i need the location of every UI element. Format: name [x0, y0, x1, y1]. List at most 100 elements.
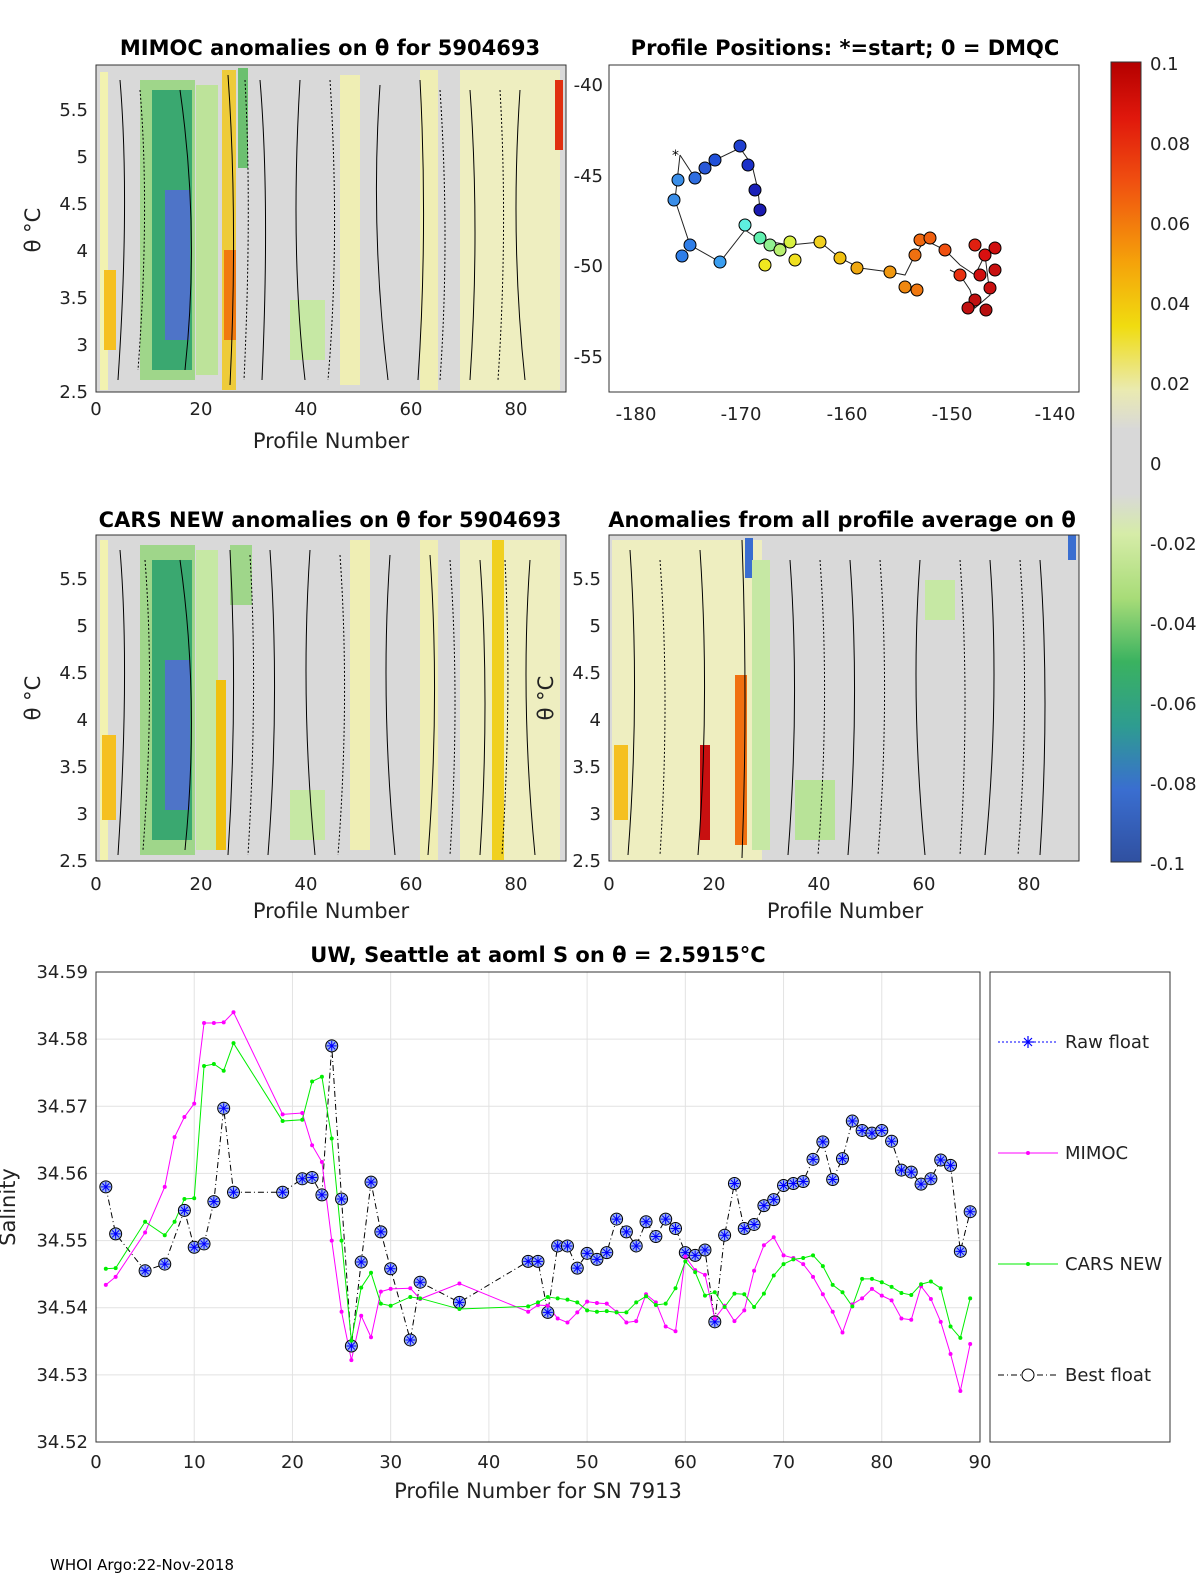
best-float-point: [99, 1180, 113, 1194]
mimoc-xtick: 40: [295, 399, 318, 420]
best-float-point: [698, 1243, 712, 1257]
mimoc-point: [388, 1286, 393, 1291]
allavg-ytick: 2.5: [572, 851, 601, 872]
cars-point: [329, 1136, 334, 1141]
cars-point: [722, 1305, 727, 1310]
salinity-plot-area: [96, 972, 980, 1442]
legend-cars-label: CARS NEW: [1065, 1254, 1162, 1275]
cars-point: [545, 1294, 550, 1299]
cars-xtick: 80: [505, 874, 528, 895]
cars-point: [958, 1335, 963, 1340]
mimoc-point: [604, 1301, 609, 1306]
mimoc-ytick: 5.5: [59, 100, 88, 121]
cars-ytick: 2.5: [59, 851, 88, 872]
cars-ytick: 5.5: [59, 569, 88, 590]
positions-xtick: -170: [721, 404, 762, 425]
mimoc-point: [300, 1111, 305, 1115]
mimoc-point: [869, 1286, 874, 1291]
best-float-point: [403, 1333, 417, 1347]
best-float-point: [413, 1275, 427, 1289]
mimoc-point: [545, 1303, 550, 1308]
best-float-point: [570, 1261, 584, 1275]
best-float-point: [767, 1193, 781, 1207]
best-float-point: [325, 1039, 339, 1053]
best-float-point: [659, 1212, 673, 1226]
mimoc-point: [732, 1319, 737, 1324]
cars-xlabel: Profile Number: [253, 899, 410, 923]
mimoc-point: [221, 1020, 226, 1025]
salinity-legend: Raw float MIMOC CARS NEW Best float: [989, 971, 1171, 1443]
mimoc-point: [663, 1324, 668, 1329]
mimoc-point: [958, 1388, 963, 1393]
best-float-point: [885, 1134, 899, 1148]
best-float-point: [777, 1179, 791, 1193]
cars-point: [192, 1196, 197, 1201]
best-float-point: [384, 1262, 398, 1276]
mimoc-point: [830, 1309, 835, 1314]
mimoc-point: [457, 1281, 462, 1286]
cars-point: [840, 1290, 845, 1295]
best-float-point: [315, 1188, 329, 1202]
positions-ytick: -50: [574, 256, 603, 277]
cars-point: [319, 1074, 324, 1079]
cars-point: [614, 1310, 619, 1315]
cars-point: [712, 1290, 717, 1295]
mimoc-point: [968, 1341, 973, 1346]
cars-point: [211, 1061, 216, 1066]
salinity-xtick: 30: [379, 1452, 402, 1473]
best-float-point: [629, 1239, 643, 1253]
cars-point: [339, 1238, 344, 1243]
mimoc-point: [211, 1021, 216, 1026]
mimoc-xtick: 0: [90, 399, 101, 420]
mimoc-point: [938, 1319, 943, 1324]
cars-panel: CARS NEW anomalies on θ for 5904693 0 20…: [21, 508, 567, 923]
best-float-point: [845, 1114, 859, 1128]
mimoc-title: MIMOC anomalies on θ for 5904693: [120, 36, 540, 60]
cars-ytick: 3: [77, 804, 88, 825]
cars-point: [585, 1308, 590, 1313]
mimoc-point: [781, 1253, 786, 1258]
cars-point: [850, 1304, 855, 1309]
cars-point: [752, 1305, 757, 1310]
salinity-ytick: 34.53: [36, 1365, 88, 1386]
mimoc-point: [771, 1235, 776, 1240]
mimoc-point: [231, 1010, 236, 1015]
colorbar-tick: -0.04: [1150, 614, 1197, 635]
cars-point: [526, 1304, 531, 1309]
best-float-point: [835, 1152, 849, 1166]
mimoc-ytick: 3.5: [59, 288, 88, 309]
best-float-point: [531, 1254, 545, 1268]
mimoc-panel: MIMOC anomalies on θ for 5904693 0 20 40: [21, 36, 567, 453]
mimoc-point: [801, 1262, 806, 1267]
best-float-point: [364, 1175, 378, 1189]
salinity-ytick: 34.59: [36, 962, 88, 983]
colorbar-tick: 0.02: [1150, 374, 1190, 395]
cars-point: [644, 1294, 649, 1299]
allavg-panel: Anomalies from all profile average on θ …: [534, 508, 1080, 923]
cars-point: [349, 1338, 354, 1343]
mimoc-point: [820, 1292, 825, 1297]
mimoc-point: [192, 1101, 197, 1106]
cars-point: [408, 1294, 413, 1299]
legend-best-label: Best float: [1065, 1365, 1151, 1386]
mimoc-point: [742, 1308, 747, 1313]
cars-point: [673, 1286, 678, 1291]
mimoc-point: [840, 1330, 845, 1335]
cars-point: [919, 1282, 924, 1287]
cars-point: [791, 1257, 796, 1262]
cars-point: [889, 1284, 894, 1289]
best-float-point: [894, 1163, 908, 1177]
best-float-point: [826, 1172, 840, 1186]
cars-point: [418, 1296, 423, 1301]
best-float-point: [963, 1205, 977, 1219]
cars-point: [143, 1219, 148, 1224]
best-float-point: [197, 1237, 211, 1251]
mimoc-point: [889, 1298, 894, 1303]
mimoc-point: [329, 1238, 334, 1243]
cars-yticks: 2.5 3 3.5 4 4.5 5 5.5: [59, 569, 88, 872]
colorbar: 0.1 0.08 0.06 0.04 0.02 0 -0.02 -0.04 -0…: [1110, 54, 1197, 875]
mimoc-xticks: 0 20 40 60 80: [90, 399, 527, 420]
salinity-xtick: 50: [576, 1452, 599, 1473]
colorbar-tick: 0.06: [1150, 214, 1190, 235]
mimoc-ylabel: θ °C: [21, 208, 45, 253]
